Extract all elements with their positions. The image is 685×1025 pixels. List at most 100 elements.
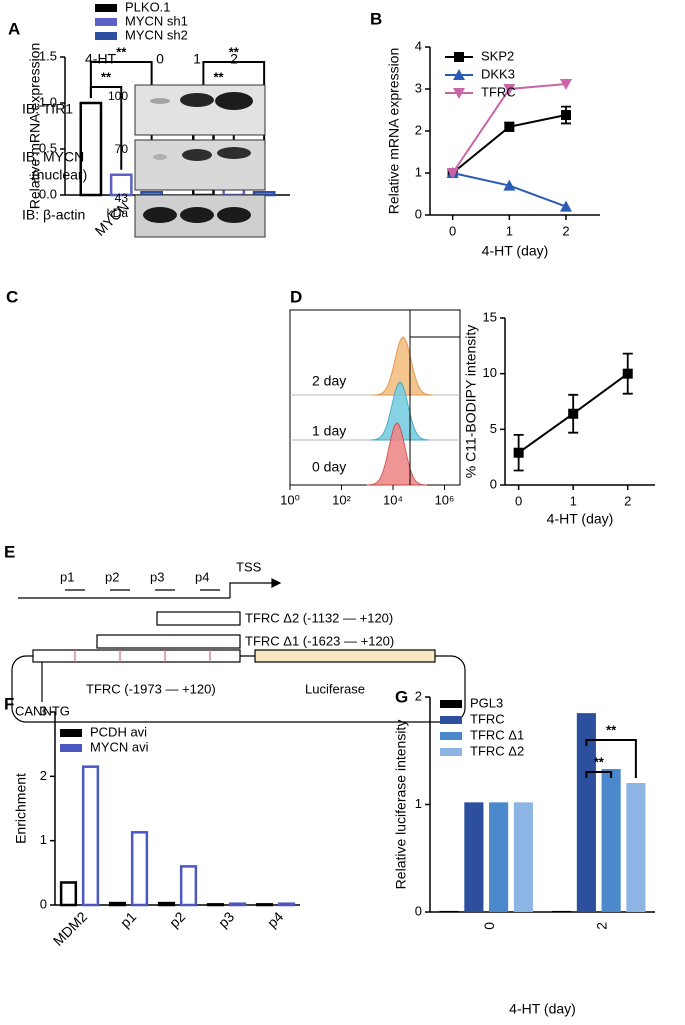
panel-label: A <box>8 19 20 38</box>
mw-unit: kDa <box>107 206 129 220</box>
bar <box>108 901 127 907</box>
legend-swatch <box>60 729 82 737</box>
legend-swatch <box>95 4 117 12</box>
bar <box>489 802 509 912</box>
blot-band <box>143 207 177 223</box>
marker <box>560 78 572 90</box>
y-axis-label: Relative luciferase intensity <box>393 720 409 890</box>
significance-label: ** <box>594 754 605 769</box>
legend-label: SKP2 <box>481 48 514 63</box>
flow-histogram <box>369 381 431 441</box>
x-tick-label: 10⁶ <box>435 492 455 507</box>
y-tick-label: 1.0 <box>39 94 57 109</box>
bar <box>179 865 198 907</box>
marker <box>503 84 516 95</box>
blot-band <box>215 92 253 110</box>
y-tick-label: 15 <box>483 309 497 324</box>
marker <box>504 121 515 132</box>
marker <box>561 110 571 121</box>
construct-label: TFRC Δ2 (-1132 — +120) <box>245 610 393 625</box>
promoter-label: TFRC (-1973 — +120) <box>86 681 216 696</box>
significance-label: ** <box>101 69 112 84</box>
lane-label: 1 <box>193 51 201 67</box>
promoter-diagram <box>11 578 466 723</box>
y-tick-label: 3 <box>40 703 47 718</box>
legend-label: MYCN avi <box>90 739 149 754</box>
y-tick-label: 4 <box>415 38 422 53</box>
marker <box>503 179 516 191</box>
panel-label: C <box>6 287 18 306</box>
significance-label: ** <box>116 44 127 59</box>
x-axis-label: 4-HT (day) <box>547 511 614 527</box>
legend-label: TFRC Δ2 <box>470 743 524 758</box>
x-tick-label: 1 <box>506 223 513 238</box>
bar <box>81 765 100 907</box>
y-tick-label: 0.5 <box>39 140 57 155</box>
panel-label: E <box>4 542 15 561</box>
x-tick-label: 1 <box>570 493 577 508</box>
marker <box>560 200 572 212</box>
probe-label: p3 <box>150 569 164 584</box>
y-axis-label: % C11-BODIPY intensity <box>463 325 479 479</box>
y-tick-label: 1 <box>415 164 422 179</box>
legend-swatch <box>95 32 117 40</box>
blot-row-label: (nuclear) <box>32 167 87 183</box>
marker <box>446 168 459 179</box>
bar <box>59 881 78 907</box>
bar <box>464 802 484 912</box>
y-tick-label: 3 <box>415 80 422 95</box>
y-axis-label: Relative mRNA expression <box>386 48 402 215</box>
x-tick-label: 2 <box>562 223 569 238</box>
bar <box>157 901 176 907</box>
x-tick-label: p2 <box>166 908 188 930</box>
legend-label: TFRC <box>470 711 505 726</box>
significance-label: ** <box>606 722 617 737</box>
x-tick-label: 10² <box>332 492 351 507</box>
x-axis-label: 4-HT (day) <box>509 1001 576 1017</box>
legend-swatch <box>440 716 462 724</box>
legend-swatch <box>95 18 117 26</box>
x-tick-label: p3 <box>215 908 237 930</box>
tss-arrow <box>229 582 272 598</box>
bar <box>439 910 459 912</box>
y-axis-label: Enrichment <box>13 773 29 844</box>
y-tick-label: 2 <box>415 122 422 137</box>
x-tick-label: p1 <box>117 908 139 930</box>
bar <box>552 910 572 912</box>
bar <box>513 802 533 912</box>
marker <box>513 447 524 458</box>
bar <box>601 769 621 912</box>
legend-swatch <box>60 744 82 752</box>
x-tick-label: 0 <box>481 922 497 930</box>
bar <box>206 903 225 907</box>
x-tick-label: 0 <box>449 223 456 238</box>
x-tick-label: 2 <box>624 493 631 508</box>
motif-label: CANNTG <box>15 703 70 718</box>
panel-label: G <box>395 687 408 706</box>
y-tick-label: 0 <box>415 903 422 918</box>
luciferase-box <box>254 649 436 663</box>
blot-row-label: IB: β-actin <box>22 207 85 223</box>
blot-strip <box>134 139 266 191</box>
marker <box>622 368 633 379</box>
x-tick-label: 10⁰ <box>280 492 300 507</box>
x-tick-label: p4 <box>264 908 286 930</box>
panel-label: B <box>370 9 382 28</box>
promoter-box <box>32 649 241 663</box>
x-tick-label: 10⁴ <box>383 492 403 507</box>
x-tick-label: 2 <box>593 922 609 930</box>
significance-label: ** <box>229 44 240 59</box>
y-tick-label: 1.5 <box>39 48 57 63</box>
y-tick-label: 10 <box>483 365 497 380</box>
y-tick-label: 1 <box>40 832 47 847</box>
probe-label: p1 <box>60 569 74 584</box>
mw-marker: 43 <box>115 191 129 205</box>
blot-band <box>217 207 251 223</box>
panel-label: D <box>290 287 302 306</box>
marker <box>454 52 464 62</box>
tss-label: TSS <box>236 559 262 574</box>
x-tick-label: MDM2 <box>50 908 91 949</box>
legend-label: DKK3 <box>481 66 515 81</box>
